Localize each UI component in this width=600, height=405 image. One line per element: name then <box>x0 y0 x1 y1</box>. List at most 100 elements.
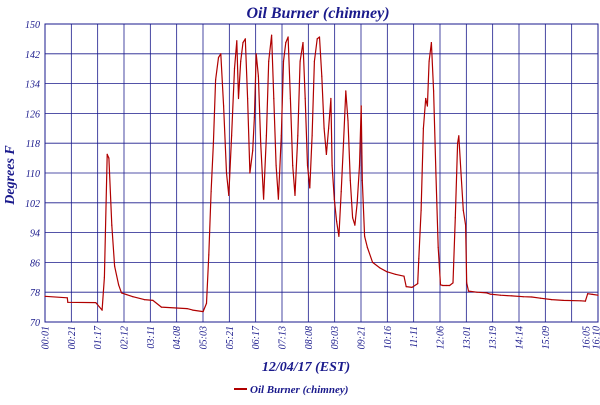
data-point <box>372 262 373 263</box>
data-point <box>161 307 162 308</box>
x-tick-label: 04:08 <box>172 326 183 349</box>
data-point <box>144 299 145 300</box>
data-point <box>236 40 237 41</box>
data-point <box>336 221 337 222</box>
data-point <box>338 236 339 237</box>
data-point <box>242 42 243 43</box>
data-point <box>111 225 112 226</box>
data-point <box>332 165 333 166</box>
data-point <box>455 217 456 218</box>
data-point <box>328 128 329 129</box>
data-point <box>440 284 441 285</box>
data-point <box>317 38 318 39</box>
x-tick-label: 13:01 <box>462 326 473 349</box>
data-point <box>67 297 68 298</box>
x-tick-label: 08:08 <box>304 326 315 349</box>
legend-label: Oil Burner (chimney) <box>250 384 348 396</box>
data-point <box>423 128 424 129</box>
data-point <box>260 143 261 144</box>
data-point <box>386 271 387 272</box>
x-tick-label: 15:09 <box>541 326 552 349</box>
data-point <box>266 135 267 136</box>
x-tick-label: 10:16 <box>383 326 394 349</box>
data-point <box>364 236 365 237</box>
data-point <box>357 202 358 203</box>
data-point <box>452 282 453 283</box>
data-point <box>319 36 320 37</box>
y-tick-label: 134 <box>25 80 40 91</box>
data-point <box>314 61 315 62</box>
data-point <box>213 143 214 144</box>
y-tick-label: 142 <box>25 50 40 61</box>
data-point <box>231 135 232 136</box>
data-point <box>427 105 428 106</box>
data-point <box>218 57 219 58</box>
data-point <box>395 274 396 275</box>
data-point <box>486 292 487 293</box>
data-point <box>238 98 239 99</box>
x-tick-label: 11:11 <box>409 326 420 348</box>
x-tick-label: 05:03 <box>199 326 210 349</box>
x-tick-label: 13:19 <box>488 326 499 349</box>
x-tick-label: 12:06 <box>436 326 447 349</box>
data-point <box>297 135 298 136</box>
data-point <box>271 35 272 36</box>
data-point <box>321 76 322 77</box>
data-point <box>104 277 105 278</box>
data-point <box>252 150 253 151</box>
data-point <box>490 294 491 295</box>
data-point <box>460 172 461 173</box>
data-point <box>281 135 282 136</box>
data-point <box>433 90 434 91</box>
y-tick-label: 86 <box>30 258 40 269</box>
data-point <box>379 267 380 268</box>
data-point <box>587 293 588 294</box>
x-tick-label: 09:03 <box>330 326 341 349</box>
y-tick-label: 102 <box>25 199 40 210</box>
data-point <box>245 38 246 39</box>
x-tick-label: 02:12 <box>120 326 131 349</box>
data-point <box>468 291 469 292</box>
data-point <box>330 98 331 99</box>
data-point <box>223 105 224 106</box>
data-point <box>283 61 284 62</box>
data-point <box>362 180 363 181</box>
data-point <box>276 165 277 166</box>
data-point <box>256 53 257 54</box>
data-point <box>411 287 412 288</box>
data-point <box>465 225 466 226</box>
data-point <box>258 76 259 77</box>
data-point <box>192 310 193 311</box>
data-point <box>273 98 274 99</box>
data-point <box>107 154 108 155</box>
data-point <box>249 172 250 173</box>
data-point <box>114 266 115 267</box>
data-point <box>563 300 564 301</box>
data-point <box>326 154 327 155</box>
data-point <box>324 128 325 129</box>
data-point <box>343 143 344 144</box>
y-tick-label: 118 <box>26 139 40 150</box>
data-point <box>592 294 593 295</box>
data-point <box>121 292 122 293</box>
x-tick-label: 06:17 <box>251 325 262 349</box>
data-point <box>458 135 459 136</box>
data-point <box>228 195 229 196</box>
data-point <box>234 68 235 69</box>
data-point <box>463 210 464 211</box>
data-point <box>354 225 355 226</box>
data-point <box>67 302 68 303</box>
data-point <box>290 98 291 99</box>
data-point <box>429 61 430 62</box>
x-tick-label: 16:10 <box>592 326 600 349</box>
data-point <box>540 298 541 299</box>
data-point <box>367 247 368 248</box>
data-point <box>102 310 103 311</box>
y-tick-label: 150 <box>25 20 40 31</box>
data-point <box>359 165 360 166</box>
data-point <box>278 199 279 200</box>
x-tick-label: 03:11 <box>146 326 157 349</box>
data-point <box>292 165 293 166</box>
data-point <box>108 158 109 159</box>
